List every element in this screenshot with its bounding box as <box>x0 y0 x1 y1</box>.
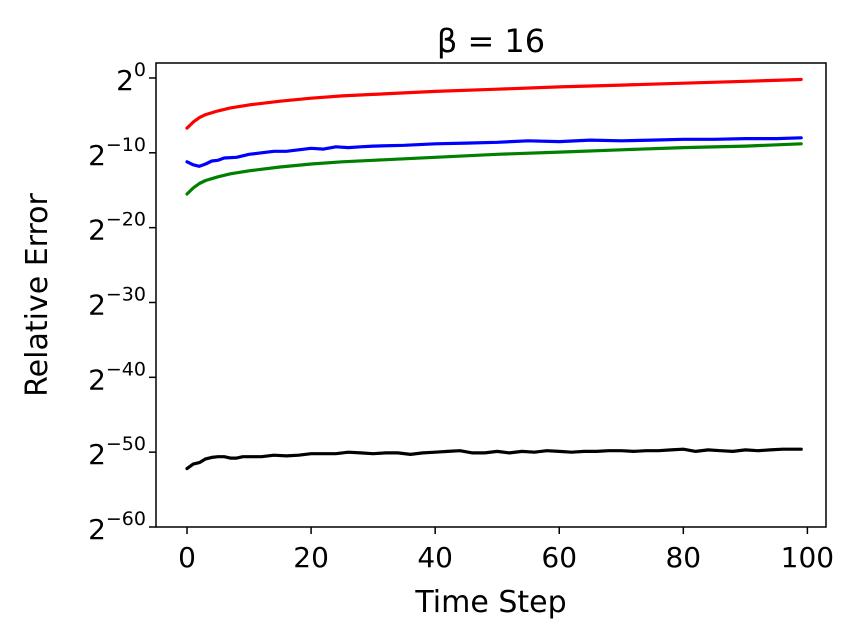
plot-lines <box>185 77 803 471</box>
y-tick-label: 2−20 <box>88 209 146 247</box>
series-line-2 <box>185 136 803 168</box>
x-tick-label: 20 <box>293 541 329 574</box>
y-tick-label: 2−40 <box>88 358 146 396</box>
y-axis: 20 2−10 2−20 2−30 2−40 2−50 2−60 <box>88 59 156 546</box>
series-line-3 <box>185 142 803 196</box>
y-tick-label: 2−10 <box>88 134 146 172</box>
series-line-4 <box>185 447 803 471</box>
series-line-1 <box>185 77 803 130</box>
plot-frame <box>155 62 827 528</box>
x-tick-label: 40 <box>417 541 453 574</box>
x-tick-label: 80 <box>665 541 701 574</box>
y-tick-label: 2−30 <box>88 283 146 321</box>
x-tick-label: 60 <box>541 541 577 574</box>
x-tick-label: 0 <box>178 541 196 574</box>
y-tick-label: 20 <box>116 59 146 97</box>
chart-title: β = 16 <box>437 22 545 60</box>
y-tick-label: 2−60 <box>88 508 146 546</box>
y-tick-label: 2−50 <box>88 433 146 471</box>
x-axis: 0 20 40 60 80 100 <box>178 527 834 574</box>
x-axis-label: Time Step <box>414 585 566 620</box>
x-tick-label: 100 <box>781 541 834 574</box>
y-axis-label: Relative Error <box>20 193 55 397</box>
